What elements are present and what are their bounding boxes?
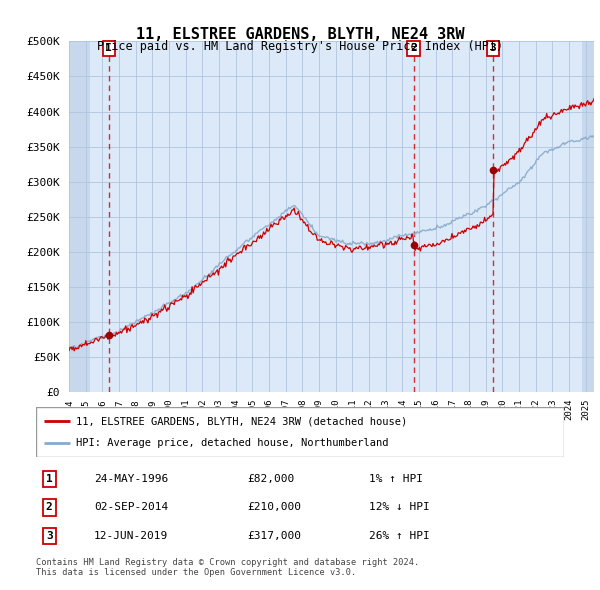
Text: 2: 2 [410,43,417,53]
Text: 02-SEP-2014: 02-SEP-2014 [94,503,169,512]
Text: £82,000: £82,000 [247,474,295,484]
Text: 3: 3 [490,43,496,53]
Text: £210,000: £210,000 [247,503,301,512]
Bar [69,41,90,392]
Text: Contains HM Land Registry data © Crown copyright and database right 2024.
This d: Contains HM Land Registry data © Crown c… [36,558,419,577]
Text: 1: 1 [46,474,53,484]
Text: 24-MAY-1996: 24-MAY-1996 [94,474,169,484]
Text: 11, ELSTREE GARDENS, BLYTH, NE24 3RW: 11, ELSTREE GARDENS, BLYTH, NE24 3RW [136,27,464,41]
Text: 2: 2 [46,503,53,512]
Text: 1% ↑ HPI: 1% ↑ HPI [368,474,422,484]
Text: Price paid vs. HM Land Registry's House Price Index (HPI): Price paid vs. HM Land Registry's House … [97,40,503,53]
Text: 26% ↑ HPI: 26% ↑ HPI [368,531,430,540]
Text: 11, ELSTREE GARDENS, BLYTH, NE24 3RW (detached house): 11, ELSTREE GARDENS, BLYTH, NE24 3RW (de… [76,416,407,426]
Text: HPI: Average price, detached house, Northumberland: HPI: Average price, detached house, Nort… [76,438,388,448]
FancyBboxPatch shape [36,407,564,457]
Text: 1: 1 [105,43,112,53]
Text: 3: 3 [46,531,53,540]
Bar [581,41,594,392]
Text: 12-JUN-2019: 12-JUN-2019 [94,531,169,540]
Text: £317,000: £317,000 [247,531,301,540]
Text: 12% ↓ HPI: 12% ↓ HPI [368,503,430,512]
